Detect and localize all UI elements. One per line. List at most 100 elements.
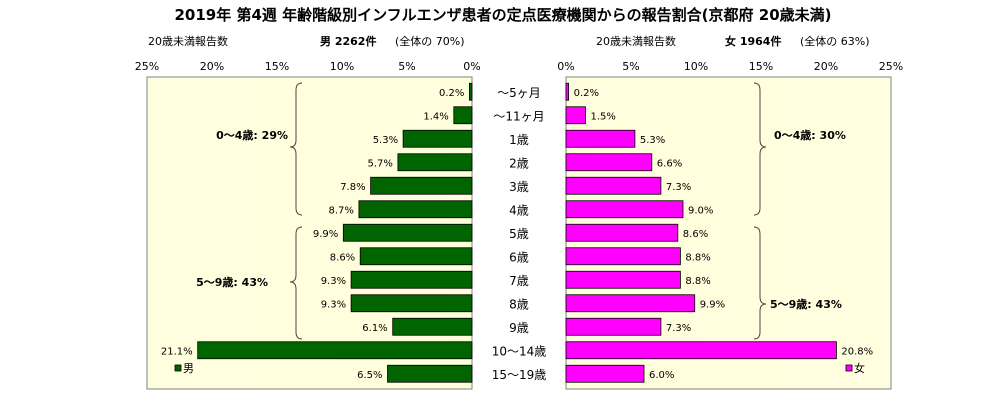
female-tick-label: 20% <box>814 60 838 73</box>
male-bar-label: 7.8% <box>340 182 365 193</box>
category-label: 15〜19歳 <box>492 368 547 382</box>
male-bar-label: 6.1% <box>362 323 387 334</box>
female-bar-label: 6.6% <box>657 158 682 169</box>
male-bar <box>197 341 473 360</box>
male-bracket-0-4 <box>289 82 303 216</box>
category-label: 〜11ヶ月 <box>493 109 544 123</box>
female-axis-label: 20歳未満報告数 <box>596 35 676 48</box>
female-tick-label: 5% <box>622 60 639 73</box>
male-bar-label: 21.1% <box>161 346 193 357</box>
female-bar-label: 1.5% <box>591 111 616 122</box>
category-label: 6歳 <box>509 250 529 264</box>
male-bar-label: 6.5% <box>357 370 382 381</box>
male-summary-share: (全体の 70%) <box>395 34 465 48</box>
female-bar-label: 6.0% <box>649 370 674 381</box>
male-legend-swatch <box>174 364 182 372</box>
female-bar-label: 20.8% <box>841 346 873 357</box>
female-bracket-5-9 <box>753 226 767 340</box>
male-brackets <box>289 82 303 340</box>
category-label: 4歳 <box>509 203 529 217</box>
male-bar <box>453 106 473 125</box>
female-tick-label: 15% <box>749 60 773 73</box>
female-bar-label: 7.3% <box>666 182 691 193</box>
female-summary-share: (全体の 63%) <box>800 34 870 48</box>
male-bar <box>359 247 473 266</box>
male-shade-band <box>148 78 175 388</box>
male-bar <box>387 364 473 383</box>
male-legend-label: 男 <box>183 362 194 375</box>
category-labels: 〜5ヶ月〜11ヶ月 1歳 2歳 3歳 4歳 5歳 6歳 7歳 8歳 9歳 10〜14歳 15〜19歳 <box>492 86 547 382</box>
category-label: 〜5ヶ月 <box>497 86 541 100</box>
male-bar <box>342 223 473 242</box>
category-label: 2歳 <box>509 156 529 170</box>
female-bar <box>565 364 645 383</box>
female-brackets <box>753 82 767 340</box>
female-bar <box>565 341 837 360</box>
male-bar <box>358 200 473 219</box>
male-bar <box>397 153 473 172</box>
female-bar <box>565 270 681 289</box>
female-tick-label: 25% <box>879 60 903 73</box>
female-bar <box>565 247 681 266</box>
female-legend: 女 <box>845 361 865 375</box>
female-bar-label: 8.8% <box>685 252 710 263</box>
male-bar <box>350 270 473 289</box>
female-bar-label: 8.8% <box>685 276 710 287</box>
male-bracket-5-9 <box>289 226 303 340</box>
female-bar <box>565 176 662 195</box>
female-bar-label: 0.2% <box>574 88 599 99</box>
male-bar <box>468 82 473 101</box>
female-tick-label: 10% <box>684 60 708 73</box>
category-label: 5歳 <box>509 227 529 241</box>
female-bar <box>565 294 696 313</box>
female-bar-label: 9.0% <box>688 205 713 216</box>
male-bar-label: 5.3% <box>373 135 398 146</box>
male-bars: 0.2% 1.4% 5.3% 5.7% 7.8% 8.7% 9.9% 8.6% 9.3% 9.3%… <box>161 82 473 383</box>
category-label: 10〜14歳 <box>492 344 547 358</box>
male-summary-label: 男 2262件 <box>320 34 376 48</box>
male-axis-ticks: 25% 20% 15% 10% 5% 0% <box>135 60 481 73</box>
female-bar-label: 8.6% <box>683 229 708 240</box>
male-tick-label: 10% <box>330 60 354 73</box>
male-bar <box>370 176 473 195</box>
female-bar <box>565 317 662 336</box>
male-bar-label: 8.7% <box>328 205 353 216</box>
male-bar-label: 1.4% <box>423 111 448 122</box>
male-tick-label: 25% <box>135 60 159 73</box>
chart-title: 2019年 第4週 年齢階級別インフルエンザ患者の定点医療機関からの報告割合(京… <box>175 6 832 24</box>
female-bar <box>565 223 679 242</box>
category-label: 7歳 <box>509 274 529 288</box>
female-tick-label: 0% <box>557 60 574 73</box>
female-axis-ticks: 0% 5% 10% 15% 20% 25% <box>557 60 903 73</box>
female-bar-label: 9.9% <box>700 299 725 310</box>
female-summary-label: 女 1964件 <box>725 34 781 48</box>
male-bar-label: 5.7% <box>367 158 392 169</box>
male-bar-label: 8.6% <box>330 252 355 263</box>
female-bar <box>565 153 653 172</box>
female-bracket-0-4 <box>753 82 767 216</box>
female-bars: 0.2% 1.5% 5.3% 6.6% 7.3% 9.0% 8.6% 8.8% 8.8% 9.9%… <box>565 82 873 383</box>
female-shade-band <box>836 78 863 388</box>
male-axis-label: 20歳未満報告数 <box>148 35 228 48</box>
male-bar-label: 9.3% <box>321 299 346 310</box>
male-group-label-0-4: 0〜4歳: 29% <box>216 128 288 142</box>
male-bar <box>350 294 473 313</box>
male-legend: 男 <box>174 362 194 375</box>
male-bar-label: 9.3% <box>321 276 346 287</box>
female-bar <box>565 82 569 101</box>
male-bar <box>402 129 473 148</box>
male-tick-label: 0% <box>463 60 480 73</box>
female-group-label-5-9: 5〜9歳: 43% <box>770 297 842 311</box>
male-bar <box>392 317 473 336</box>
female-legend-swatch <box>845 364 853 372</box>
female-group-label-0-4: 0〜4歳: 30% <box>774 128 846 142</box>
category-label: 8歳 <box>509 297 529 311</box>
male-tick-label: 20% <box>200 60 224 73</box>
female-bar-label: 7.3% <box>666 323 691 334</box>
male-group-label-5-9: 5〜9歳: 43% <box>196 275 268 289</box>
female-bar <box>565 200 684 219</box>
male-bar-label: 9.9% <box>313 229 338 240</box>
male-bar-label: 0.2% <box>439 88 464 99</box>
female-bar <box>565 106 586 125</box>
